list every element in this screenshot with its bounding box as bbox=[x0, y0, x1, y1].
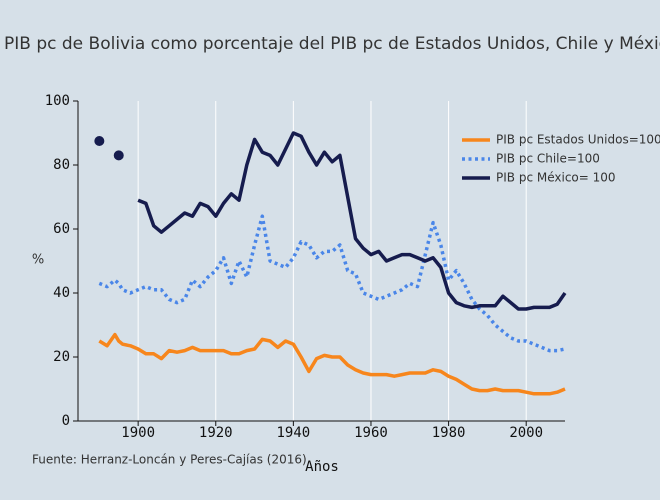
legend-label: PIB pc Estados Unidos=100 bbox=[496, 133, 660, 147]
x-tick-label: 1960 bbox=[354, 425, 388, 441]
y-tick-label: 20 bbox=[53, 349, 70, 365]
series-line bbox=[98, 214, 566, 353]
x-tick-label: 1980 bbox=[432, 425, 466, 441]
y-tick-label: 40 bbox=[53, 285, 70, 301]
data-point bbox=[113, 150, 124, 161]
y-tick-label: 0 bbox=[62, 413, 70, 429]
y-tick-label: 100 bbox=[45, 93, 70, 109]
source-note: Fuente: Herranz-Loncán y Peres-Cajías (2… bbox=[32, 453, 307, 467]
x-tick-label: 1900 bbox=[121, 425, 155, 441]
y-tick-label: 80 bbox=[53, 157, 70, 173]
data-point bbox=[94, 136, 105, 146]
x-tick-label: 1920 bbox=[199, 425, 233, 441]
series-line bbox=[98, 332, 566, 396]
legend-label: PIB pc Chile=100 bbox=[496, 152, 600, 166]
x-tick-label: 2000 bbox=[509, 425, 543, 441]
y-tick-label: 60 bbox=[53, 221, 70, 237]
x-axis-label: Años bbox=[305, 459, 339, 475]
x-tick-label: 1940 bbox=[277, 425, 311, 441]
legend-label: PIB pc México= 100 bbox=[496, 171, 616, 185]
y-axis-label: % bbox=[32, 253, 44, 268]
series-line bbox=[137, 131, 567, 311]
chart-title: PIB pc de Bolivia como porcentaje del PI… bbox=[4, 34, 660, 54]
